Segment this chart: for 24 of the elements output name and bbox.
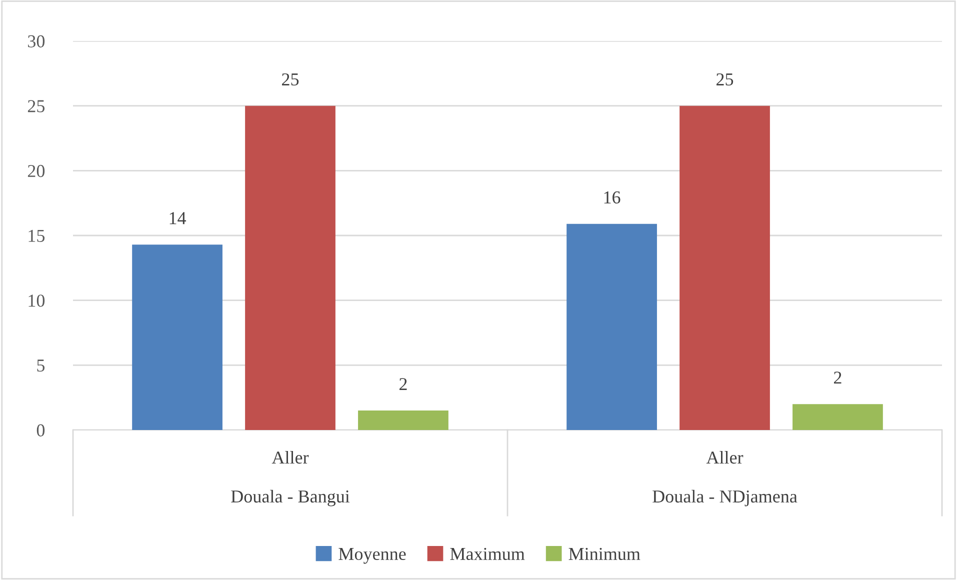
bar <box>792 404 883 430</box>
y-tick-label: 25 <box>28 100 45 112</box>
legend-label: Maximum <box>450 548 525 560</box>
y-tick-label: 15 <box>28 230 45 242</box>
data-label: 16 <box>604 191 620 204</box>
legend-label: Moyenne <box>338 548 406 564</box>
category-label: Aller Douala - Bangui <box>231 450 350 506</box>
bar <box>680 106 770 430</box>
data-label: 25 <box>716 73 734 86</box>
y-tick-label: 20 <box>28 164 45 178</box>
category-label: Aller Douala - NDjamena <box>652 450 798 506</box>
data-label: 2 <box>400 378 407 390</box>
bar <box>245 106 336 430</box>
data-label: 2 <box>834 372 842 384</box>
y-tick-label: 0 <box>36 424 45 436</box>
data-label: 25 <box>282 73 299 86</box>
data-label: 14 <box>170 212 186 224</box>
y-tick-label: 5 <box>37 360 45 372</box>
y-tick-label: 30 <box>28 35 45 48</box>
y-tick-label: 10 <box>28 294 45 307</box>
bar <box>566 224 657 430</box>
bar <box>132 244 222 430</box>
bar <box>358 410 448 430</box>
legend-label: Minimum <box>568 548 640 560</box>
